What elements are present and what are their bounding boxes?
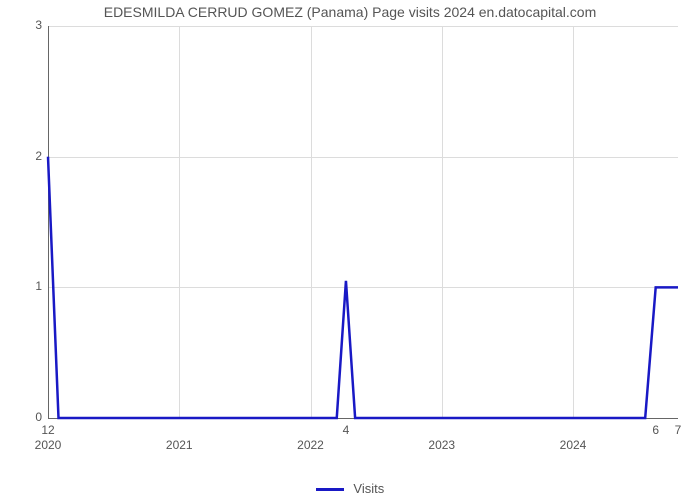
value-label: 4 <box>343 423 350 437</box>
value-label: 6 <box>652 423 659 437</box>
value-label: 7 <box>675 423 682 437</box>
value-label: 12 <box>41 423 54 437</box>
chart-container: EDESMILDA CERRUD GOMEZ (Panama) Page vis… <box>0 0 700 500</box>
line-series <box>0 0 700 500</box>
